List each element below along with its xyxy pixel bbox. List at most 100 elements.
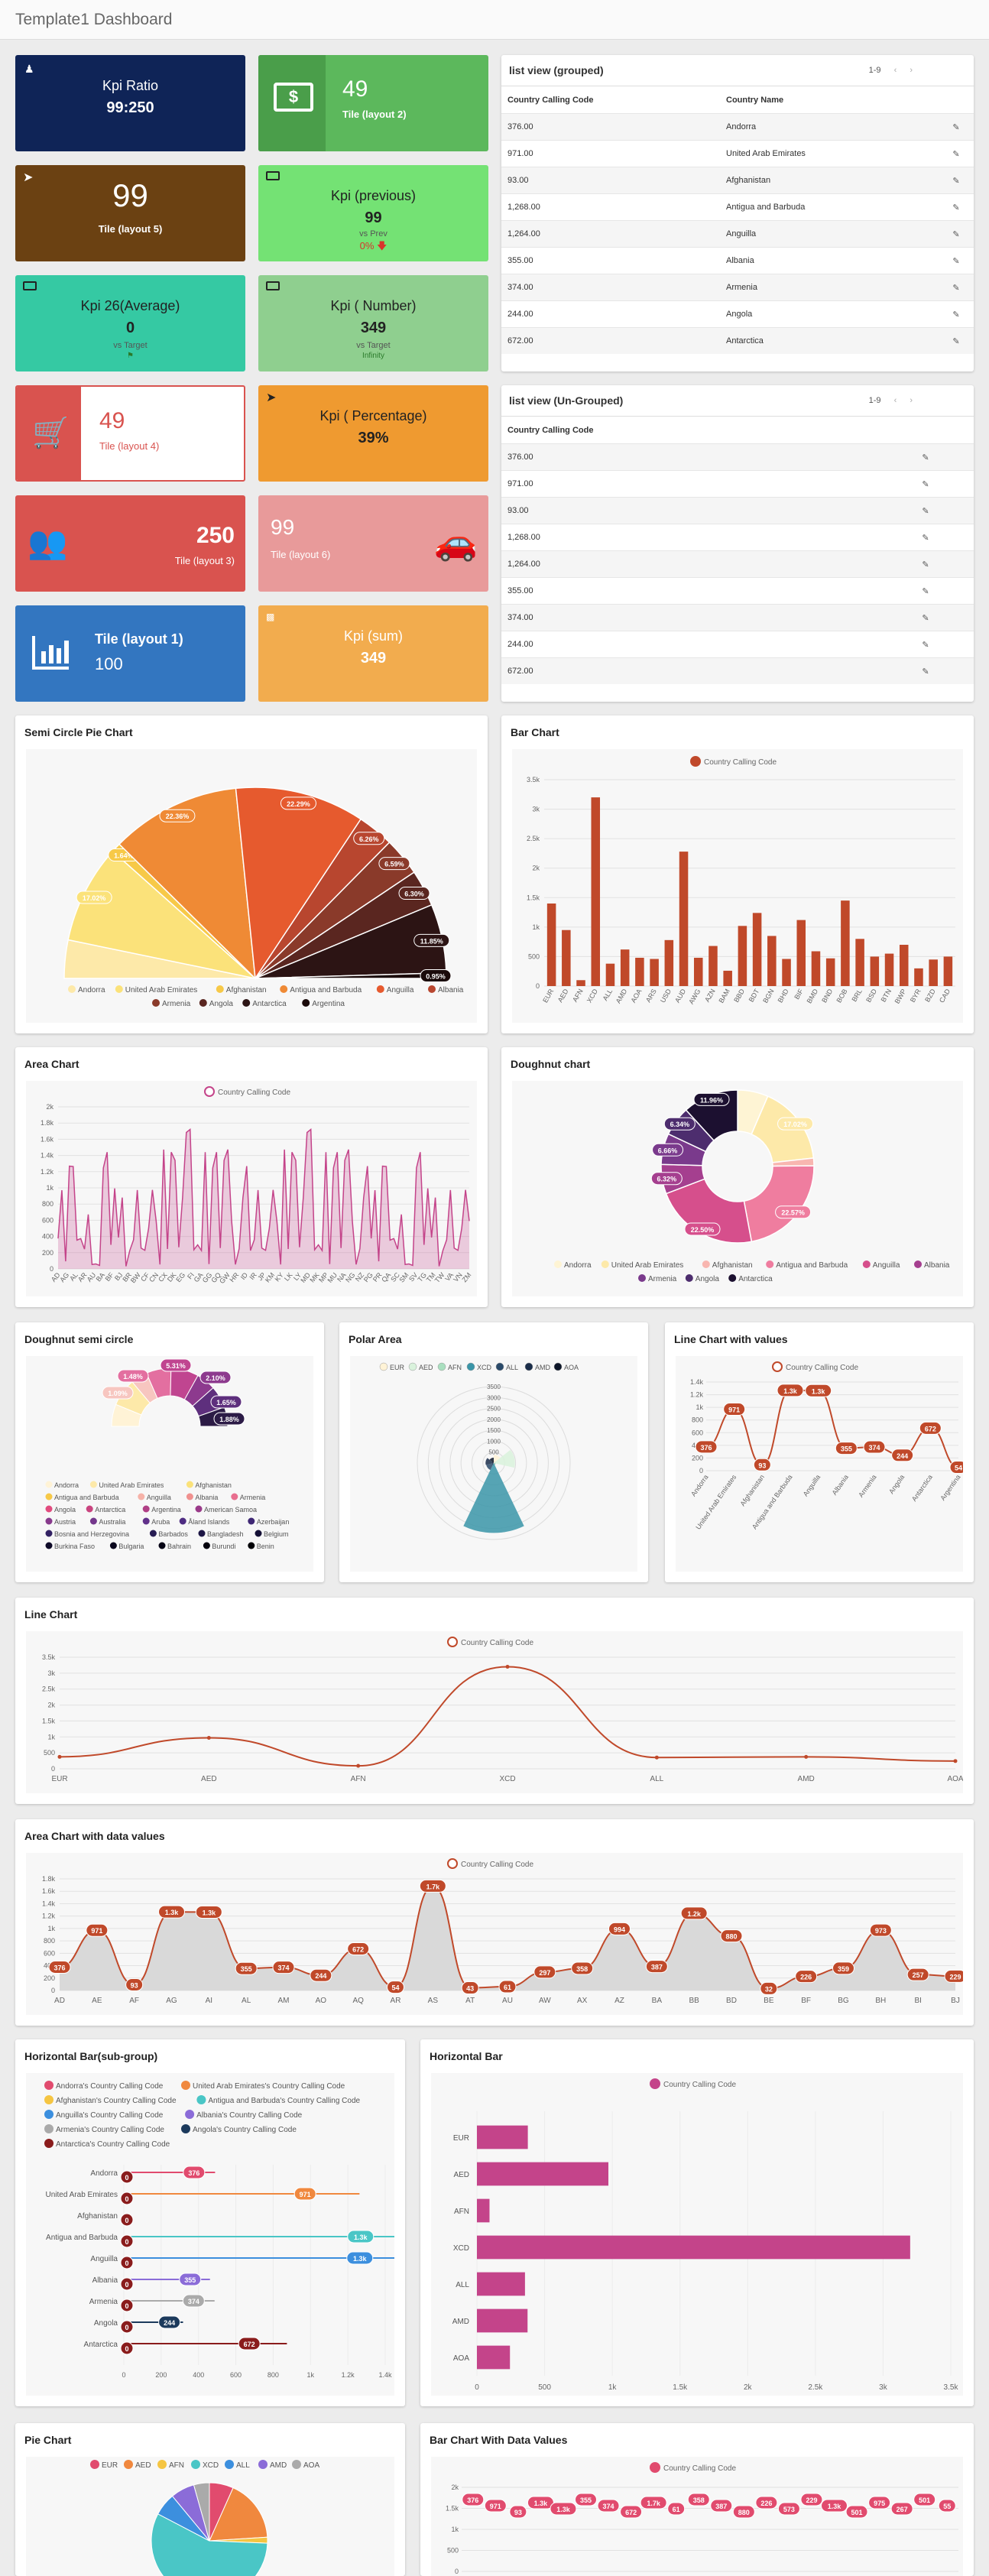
legend-marker	[524, 1362, 533, 1371]
tile-kpi-number[interactable]: Kpi ( Number) 349 vs Target Infinity	[258, 275, 488, 371]
edit-icon[interactable]: ✎	[922, 613, 929, 623]
edit-icon[interactable]: ✎	[922, 533, 929, 543]
list-row[interactable]: 93.00 Afghanistan ✎	[501, 167, 974, 193]
chevron-left-icon[interactable]: ‹	[893, 66, 897, 75]
edit-icon[interactable]: ✎	[922, 506, 929, 516]
list-row[interactable]: 355.00 ✎	[501, 577, 974, 604]
cart-icon: 🛒	[32, 416, 70, 449]
list-row[interactable]: 93.00 ✎	[501, 497, 974, 524]
bar-label-bg	[293, 2187, 316, 2201]
edit-icon[interactable]: ✎	[952, 203, 960, 213]
list-row[interactable]: 1,264.00 Anguilla ✎	[501, 220, 974, 247]
edit-icon[interactable]: ✎	[922, 667, 929, 676]
legend-label: Country Calling Code	[663, 2081, 736, 2089]
legend-label: AFN	[448, 1364, 462, 1371]
x-tick-label: AO	[316, 1997, 327, 2005]
edit-icon[interactable]: ✎	[922, 586, 929, 596]
cell-country: Andorra	[726, 122, 757, 131]
column-header[interactable]: Country Calling Code	[507, 95, 594, 105]
card-title: Horizontal Bar	[430, 2050, 503, 2062]
bar	[841, 900, 850, 986]
x-tick-label: AR	[391, 1997, 401, 2005]
list-row[interactable]: 672.00 ✎	[501, 657, 974, 684]
card-title: Line Chart	[24, 1608, 78, 1621]
list-row[interactable]: 1,268.00 Antigua and Barbuda ✎	[501, 193, 974, 220]
legend-label: Antigua and Barbuda	[54, 1494, 119, 1501]
list-row[interactable]: 672.00 Antarctica ✎	[501, 327, 974, 354]
edit-icon[interactable]: ✎	[922, 640, 929, 650]
x-tick-label: BIF	[793, 988, 805, 1001]
chevron-left-icon[interactable]: ‹	[893, 396, 897, 405]
slice-label: 22.50%	[691, 1226, 715, 1234]
edit-icon[interactable]: ✎	[952, 256, 960, 266]
data-point	[206, 1735, 211, 1740]
cell-code: 1,268.00	[507, 203, 540, 212]
edit-icon[interactable]: ✎	[952, 229, 960, 239]
bar-label-bg	[597, 2499, 620, 2513]
legend-label: Antigua and Barbuda	[290, 986, 362, 994]
bar-chart-icon: ▩	[266, 612, 275, 622]
zero-label-bg	[120, 2192, 134, 2205]
point-label: 93	[758, 1462, 766, 1469]
legend-label: Country Calling Code	[786, 1364, 858, 1372]
list-row[interactable]: 1,264.00 ✎	[501, 550, 974, 577]
list-row[interactable]: 374.00 ✎	[501, 604, 974, 631]
point-label-bg	[310, 1968, 332, 1982]
edit-icon[interactable]: ✎	[952, 122, 960, 132]
edit-icon[interactable]: ✎	[952, 310, 960, 320]
tile-layout-4[interactable]: 🛒 49 Tile (layout 4)	[15, 385, 245, 482]
edit-icon[interactable]: ✎	[922, 453, 929, 462]
edit-icon[interactable]: ✎	[922, 560, 929, 569]
tile-label: Tile (layout 6)	[271, 549, 331, 560]
tile-value: 250	[196, 523, 235, 548]
tile-layout-5[interactable]: ➤ 99 Tile (layout 5)	[15, 165, 245, 261]
list-row[interactable]: 374.00 Armenia ✎	[501, 274, 974, 300]
edit-icon[interactable]: ✎	[952, 336, 960, 346]
edit-icon[interactable]: ✎	[952, 149, 960, 159]
app-header: Template1 Dashboard	[0, 0, 989, 40]
legend-label: Country Calling Code	[663, 2464, 736, 2473]
tile-value: 49	[99, 408, 125, 433]
edit-icon[interactable]: ✎	[922, 479, 929, 489]
slice-label: 6.32%	[657, 1176, 677, 1183]
list-row[interactable]: 1,268.00 ✎	[501, 524, 974, 550]
list-row[interactable]: 971.00 United Arab Emirates ✎	[501, 140, 974, 167]
bar-label-bg	[938, 2499, 956, 2513]
tile-layout-3[interactable]: 👥 250 Tile (layout 3)	[15, 495, 245, 592]
edit-icon[interactable]: ✎	[952, 283, 960, 293]
tile-kpi-sum[interactable]: ▩ Kpi (sum) 349	[258, 605, 488, 702]
bar	[477, 2125, 528, 2149]
tile-layout-6[interactable]: 99 Tile (layout 6) 🚗	[258, 495, 488, 592]
list-row[interactable]: 971.00 ✎	[501, 470, 974, 497]
tile-kpi-average[interactable]: Kpi 26(Average) 0 vs Target ⚑	[15, 275, 245, 371]
pie-slice	[118, 787, 256, 981]
tile-layout-2[interactable]: $ 49 Tile (layout 2)	[258, 55, 488, 151]
chevron-right-icon[interactable]: ›	[910, 66, 913, 75]
slice-label-bg	[693, 1092, 730, 1106]
tile-value: 100	[95, 654, 123, 673]
legend-marker	[280, 985, 288, 993]
tile-layout-1[interactable]: Tile (layout 1) 100	[15, 605, 245, 702]
tile-kpi-previous[interactable]: Kpi (previous) 99 vs Prev 0% 🡇	[258, 165, 488, 261]
column-header[interactable]: Country Name	[726, 95, 784, 105]
legend-marker	[601, 1260, 609, 1268]
column-header[interactable]: Country Calling Code	[507, 425, 594, 435]
bar	[679, 852, 689, 986]
list-row[interactable]: 376.00 ✎	[501, 443, 974, 470]
x-tick-label: AM	[278, 1997, 290, 2005]
y-tick-label: 3.5k	[42, 1653, 56, 1661]
list-row[interactable]: 376.00 Andorra ✎	[501, 113, 974, 140]
x-tick-label: 2.5k	[808, 2383, 823, 2392]
tile-kpi-ratio[interactable]: ♟ Kpi Ratio 99:250	[15, 55, 245, 151]
legend-marker	[862, 1260, 871, 1268]
list-row[interactable]: 244.00 ✎	[501, 631, 974, 657]
tile-kpi-percentage[interactable]: ➤ Kpi ( Percentage) 39%	[258, 385, 488, 482]
edit-icon[interactable]: ✎	[952, 176, 960, 186]
y-tick-label: 1.2k	[41, 1168, 54, 1176]
list-row[interactable]: 244.00 Angola ✎	[501, 300, 974, 327]
point-label: 1.3k	[203, 1909, 217, 1916]
bar-label: 1.3k	[354, 2234, 368, 2241]
x-tick-label: EUR	[541, 988, 555, 1004]
list-row[interactable]: 355.00 Albania ✎	[501, 247, 974, 274]
chevron-right-icon[interactable]: ›	[910, 396, 913, 405]
